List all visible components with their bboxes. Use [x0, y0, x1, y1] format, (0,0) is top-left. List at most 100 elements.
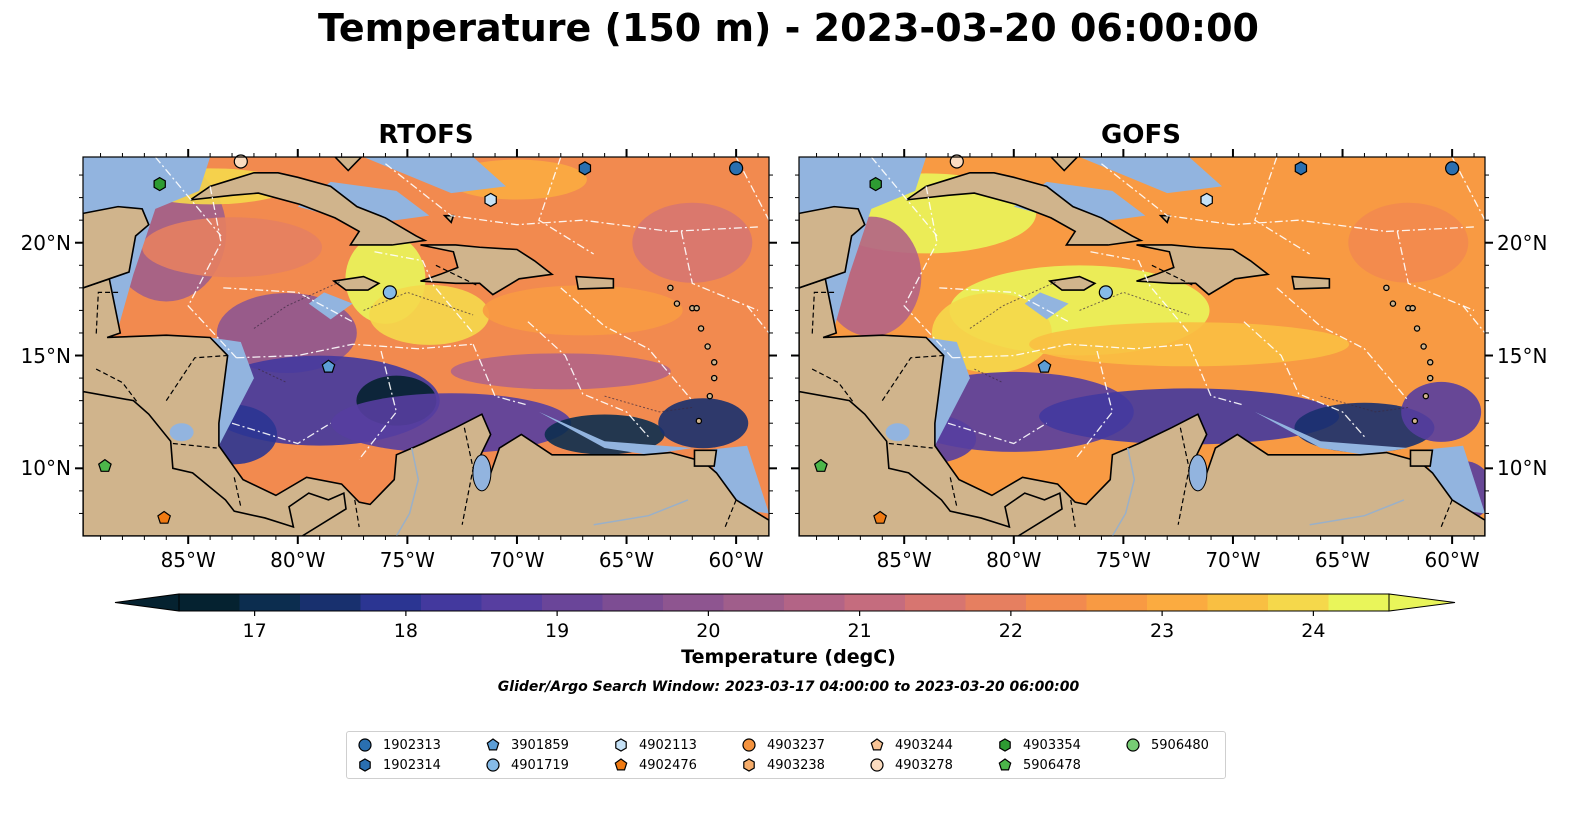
gofs-panel-title: GOFS	[1101, 120, 1181, 150]
rtofs-lon-tick-label: 85°W	[160, 548, 216, 572]
rtofs-panel-title: RTOFS	[378, 120, 474, 150]
left-lat-tick-label: 20°N	[20, 230, 71, 255]
colorbar-bin	[844, 594, 906, 611]
legend-label: 5906480	[1151, 737, 1209, 753]
trinidad-land	[1409, 449, 1434, 467]
colorbar-bin	[179, 594, 240, 611]
legend-entry: 4903278	[869, 757, 953, 773]
pentagon-marker-icon	[614, 758, 628, 771]
colorbar-tick-label: 21	[848, 620, 872, 642]
colorbar-bin	[239, 594, 301, 611]
search-window-caption: Glider/Argo Search Window: 2023-03-17 04…	[497, 679, 1080, 695]
map-frame	[798, 156, 1486, 537]
gofs-lon-tick-label: 65°W	[1314, 548, 1371, 572]
colorbar-bin	[1268, 594, 1329, 611]
legend-entry: 5906480	[1125, 737, 1209, 753]
legend-label: 4903238	[767, 757, 825, 773]
rtofs-lon-tick-label: 75°W	[379, 548, 435, 572]
circle-marker-icon	[742, 738, 756, 752]
legend-entry: 5906478	[997, 757, 1081, 773]
central-america-land	[83, 277, 769, 536]
left-lat-tick-label: 15°N	[20, 343, 71, 368]
puerto-rico-land	[575, 275, 615, 290]
colorbar-bin	[602, 594, 664, 611]
colorbar-bin	[965, 594, 1027, 611]
rtofs-lon-tick-label: 65°W	[598, 548, 655, 572]
gofs-map[interactable]	[791, 149, 1493, 544]
float-3901859-marker	[1037, 359, 1052, 373]
colorbar-tick-label: 18	[394, 620, 418, 642]
float-4902476-marker	[873, 510, 888, 524]
colorbar-bin	[300, 594, 361, 611]
float-4902113-marker	[484, 192, 497, 208]
gofs-lon-tick-label: 75°W	[1095, 548, 1151, 572]
colorbar-bin	[1147, 594, 1208, 611]
rtofs-lon-tick-label: 80°W	[270, 548, 326, 572]
float-4903354-marker	[153, 176, 166, 192]
rtofs-map[interactable]	[75, 149, 777, 544]
rtofs-lon-tick-label: 70°W	[489, 548, 545, 572]
central-america-land	[799, 277, 1485, 536]
bahamas-land	[1049, 157, 1079, 172]
figure-title: Temperature (150 m) - 2023-03-20 06:00:0…	[317, 6, 1259, 50]
pentagon-marker-icon	[998, 758, 1012, 771]
colorbar-bin	[723, 594, 785, 611]
colorbar-upper-extend	[1388, 593, 1456, 612]
hexagon-marker-icon	[359, 758, 371, 772]
hispaniola-land	[420, 244, 555, 296]
colorbar: 17 18 19 20 21 22 23 24	[114, 593, 1456, 642]
legend-label: 4903237	[767, 737, 825, 753]
left-lat-tick-label: 10°N	[20, 456, 71, 481]
float-1902313-marker	[729, 161, 744, 176]
legend-label: 3901859	[511, 737, 569, 753]
legend-entry: 4903238	[741, 757, 825, 773]
puerto-rico-land	[1291, 275, 1331, 290]
colorbar-bin	[784, 594, 845, 611]
gofs-lon-tick-label: 80°W	[986, 548, 1042, 572]
colorbar-bin	[1207, 594, 1269, 611]
colorbar-bin	[360, 594, 422, 611]
circle-marker-icon	[358, 738, 372, 752]
legend-entry: 1902313	[357, 737, 441, 753]
gofs-lon-tick-label: 60°W	[1424, 548, 1480, 572]
legend-entry: 4903244	[869, 737, 953, 753]
float-5906478-marker	[813, 458, 828, 472]
float-legend: 1902313 1902314 3901859 4901719 4902113 49024…	[346, 731, 1226, 779]
jamaica-land	[1047, 275, 1097, 291]
float-1902313-marker	[1445, 161, 1460, 176]
pentagon-marker-icon	[486, 738, 500, 751]
colorbar-label: Temperature (degC)	[681, 646, 896, 668]
legend-entry: 4903237	[741, 737, 825, 753]
colorbar-lower-extend	[114, 593, 180, 612]
legend-label: 5906478	[1023, 757, 1081, 773]
legend-entry: 4902113	[613, 737, 697, 753]
float-4903278-marker	[233, 154, 248, 169]
legend-label: 4903278	[895, 757, 953, 773]
float-1902314-marker	[1294, 161, 1308, 176]
float-3901859-marker	[321, 359, 336, 373]
colorbar-tick-label: 22	[999, 620, 1023, 642]
yucatan-land	[83, 205, 150, 289]
right-lat-tick-label: 20°N	[1497, 230, 1548, 255]
colorbar-bin	[1026, 594, 1087, 611]
float-4902476-marker	[157, 510, 172, 524]
colorbar-bin	[1086, 594, 1148, 611]
colorbar-tick-label: 23	[1150, 620, 1174, 642]
andros-land	[1158, 214, 1171, 224]
circle-marker-icon	[870, 758, 884, 772]
hispaniola-land	[1136, 244, 1271, 296]
map-frame	[82, 156, 770, 537]
gofs-lon-tick-label: 70°W	[1205, 548, 1261, 572]
legend-label: 4903354	[1023, 737, 1081, 753]
pentagon-marker-icon	[870, 738, 884, 751]
gofs-lon-tick-label: 85°W	[876, 548, 932, 572]
trinidad-land	[693, 449, 718, 467]
legend-entry: 3901859	[485, 737, 569, 753]
float-4901719-marker	[382, 285, 397, 300]
cuba-land	[189, 171, 428, 246]
right-lat-tick-label: 10°N	[1497, 456, 1548, 481]
colorbar-bin	[905, 594, 966, 611]
hexagon-marker-icon	[615, 738, 627, 752]
rtofs-lon-tick-label: 60°W	[708, 548, 764, 572]
colorbar-bin	[663, 594, 724, 611]
